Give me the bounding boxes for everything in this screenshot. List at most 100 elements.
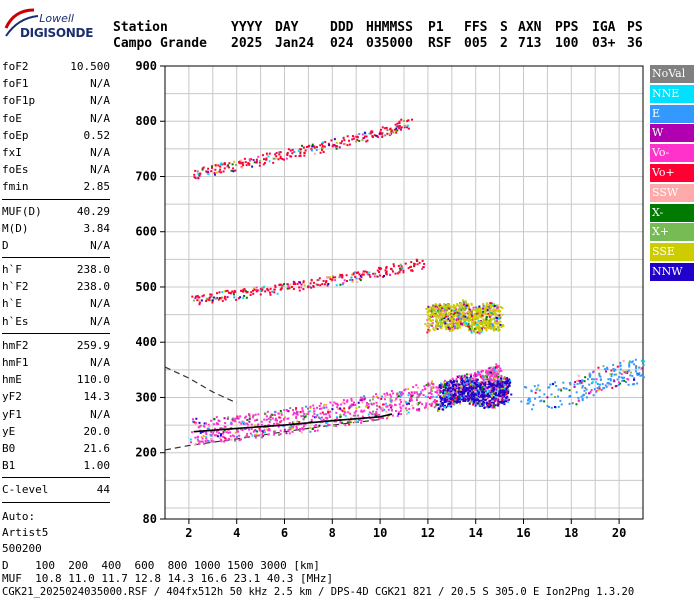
- echo-point: [441, 404, 444, 407]
- echo-point: [389, 127, 392, 130]
- echo-point: [529, 400, 532, 403]
- echo-point: [468, 390, 471, 393]
- echo-point: [210, 293, 213, 296]
- echo-point: [599, 378, 602, 381]
- echo-point: [626, 372, 629, 375]
- echo-point: [458, 375, 461, 378]
- echo-point: [473, 399, 476, 402]
- echo-point: [472, 395, 475, 398]
- echo-point: [629, 374, 632, 377]
- echo-point: [304, 415, 307, 418]
- echo-point: [480, 316, 483, 319]
- echo-point: [424, 395, 427, 398]
- echo-point: [482, 318, 485, 321]
- echo-point: [484, 320, 487, 323]
- param-value: 21.6: [83, 441, 111, 455]
- echo-point: [310, 279, 313, 282]
- param-label: h`E: [2, 297, 22, 311]
- echo-point: [495, 363, 498, 366]
- param-value: N/A: [90, 163, 110, 177]
- echo-point: [503, 395, 506, 398]
- echo-point: [474, 321, 477, 324]
- echo-point: [343, 402, 346, 405]
- echo-point: [464, 302, 467, 305]
- echo-point: [466, 376, 469, 379]
- echo-point: [450, 313, 453, 316]
- echo-point: [435, 400, 438, 403]
- echo-point: [463, 390, 466, 393]
- echo-point: [354, 419, 357, 422]
- echo-point: [189, 438, 192, 441]
- echo-point: [481, 327, 484, 330]
- echo-point: [461, 386, 464, 389]
- echo-point: [390, 132, 393, 135]
- echo-point: [227, 437, 230, 440]
- echo-point: [476, 380, 479, 383]
- echo-point: [430, 393, 433, 396]
- echo-point: [497, 397, 500, 400]
- echo-point: [390, 390, 393, 393]
- echo-point: [385, 126, 388, 129]
- echo-point: [232, 293, 235, 296]
- echo-point: [318, 407, 321, 410]
- echo-point: [475, 306, 478, 309]
- echo-point: [485, 327, 488, 330]
- echo-point: [598, 383, 601, 386]
- echo-point: [449, 309, 452, 312]
- echo-point: [361, 133, 364, 136]
- echo-point: [450, 381, 453, 384]
- echo-point: [286, 151, 289, 154]
- echo-point: [349, 412, 352, 415]
- echo-point: [640, 374, 643, 377]
- echo-point: [472, 306, 475, 309]
- echo-point: [303, 412, 306, 415]
- echo-point: [448, 319, 451, 322]
- echo-point: [309, 406, 312, 409]
- echo-point: [451, 388, 454, 391]
- header-label-7: S: [500, 20, 508, 35]
- echo-point: [396, 272, 399, 275]
- echo-point: [320, 419, 323, 422]
- echo-point: [461, 299, 464, 302]
- echo-point: [604, 384, 607, 387]
- echo-point: [431, 402, 434, 405]
- echo-point: [224, 422, 227, 425]
- echo-point: [428, 317, 431, 320]
- echo-point: [352, 273, 355, 276]
- echo-point: [432, 304, 435, 307]
- echo-point: [461, 395, 464, 398]
- echo-point: [589, 390, 592, 393]
- echo-point: [642, 376, 645, 379]
- echo-point: [398, 391, 401, 394]
- echo-point: [295, 407, 298, 410]
- echo-point: [396, 396, 399, 399]
- echo-point: [625, 381, 628, 384]
- echo-point: [396, 392, 399, 395]
- echo-point: [470, 386, 473, 389]
- echo-point: [543, 393, 546, 396]
- echo-point: [439, 309, 442, 312]
- echo-point: [343, 279, 346, 282]
- echo-point: [463, 321, 466, 324]
- echo-point: [501, 396, 504, 399]
- echo-point: [220, 439, 223, 442]
- echo-point: [468, 323, 471, 326]
- header-value-4: 035000: [366, 36, 413, 51]
- echo-point: [481, 323, 484, 326]
- param-row: MUF(D) 40.29: [2, 203, 110, 220]
- echo-point: [480, 326, 483, 329]
- echo-point: [426, 324, 429, 327]
- echo-point: [633, 377, 636, 380]
- echo-point: [482, 379, 485, 382]
- echo-point: [455, 381, 458, 384]
- echo-point: [190, 441, 193, 444]
- echo-point: [278, 423, 281, 426]
- echo-point: [248, 420, 251, 423]
- echo-point: [495, 322, 498, 325]
- param-label: hmF2: [2, 338, 29, 352]
- echo-point: [508, 384, 511, 387]
- echo-point: [485, 393, 488, 396]
- echo-point: [296, 420, 299, 423]
- echo-point: [575, 403, 578, 406]
- echo-point: [497, 375, 500, 378]
